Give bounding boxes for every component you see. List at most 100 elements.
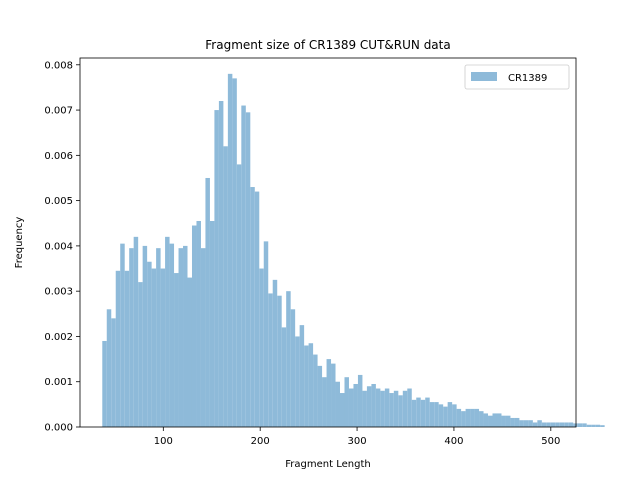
histogram-bar (519, 420, 524, 427)
y-tick-label: 0.001 (44, 377, 73, 388)
histogram-bar (227, 73, 233, 428)
histogram-bar (398, 395, 403, 427)
histogram-bar (461, 411, 466, 427)
histogram-bar (496, 413, 502, 427)
histogram-bar (447, 402, 453, 427)
legend-box (464, 64, 570, 90)
histogram-bar (290, 309, 296, 427)
x-axis-label: Fragment Length (285, 459, 370, 470)
histogram-bar (245, 112, 251, 427)
histogram-bar (375, 388, 381, 427)
histogram-bar (573, 423, 578, 427)
y-axis-ticks: 0.000 0.001 0.002 0.003 0.004 0.005 0.006 0.007… (44, 60, 80, 434)
y-axis-label: Frequency (14, 217, 25, 269)
histogram-bar (191, 225, 197, 427)
histogram-bar (232, 78, 237, 427)
histogram-bar (133, 236, 139, 427)
histogram-bar (568, 422, 574, 427)
histogram-bar (537, 420, 542, 427)
legend: CR1389 (464, 64, 570, 90)
histogram-bar (111, 318, 116, 427)
histogram-bar (102, 340, 107, 427)
histogram-bar (514, 417, 520, 427)
histogram-bar (174, 273, 179, 427)
histogram-bar (259, 268, 264, 427)
y-tick-label: 0.000 (44, 423, 73, 434)
histogram-bar (443, 406, 448, 427)
histogram-bar (362, 390, 367, 427)
histogram-bar (353, 383, 358, 427)
plot-frame (79, 57, 577, 428)
y-tick-label: 0.003 (44, 287, 73, 298)
histogram-bar (124, 270, 130, 427)
histogram-bar (214, 110, 219, 428)
histogram-bar (411, 399, 417, 427)
histogram-bar (559, 422, 565, 427)
histogram-bar (178, 248, 184, 427)
histogram-bar (591, 424, 596, 427)
histogram-bar (272, 279, 278, 427)
histogram-bar (425, 397, 430, 427)
histogram-bar (223, 146, 228, 428)
legend-swatch (471, 72, 497, 81)
histogram-bar (434, 402, 439, 427)
histogram-bar (115, 270, 121, 427)
histogram-bar (106, 309, 112, 427)
histogram-bar (402, 390, 408, 427)
histogram-bar (120, 243, 125, 427)
histogram-bar (407, 388, 412, 427)
histogram-bar (129, 248, 134, 427)
histogram-bar (550, 422, 556, 427)
histogram-bar (483, 413, 489, 427)
histogram-bar (147, 261, 152, 427)
y-tick-label: 0.007 (44, 106, 73, 117)
histogram-bar (218, 101, 224, 427)
histogram-bar (528, 420, 533, 427)
histogram-bar (564, 422, 569, 427)
histogram-bar (263, 241, 269, 427)
x-axis-ticks: 100 200 300 400 500 (154, 427, 560, 447)
histogram-bar (340, 393, 345, 427)
histogram-bar (420, 399, 426, 427)
histogram-bar (541, 422, 547, 427)
histogram-bar (200, 248, 206, 427)
y-tick-label: 0.008 (44, 60, 73, 71)
histogram-bar (335, 381, 341, 427)
histogram-bar (492, 413, 497, 427)
histogram-bar (582, 423, 587, 427)
histogram-bar (474, 408, 480, 427)
histogram-bar (209, 220, 215, 427)
histogram-bar (165, 236, 170, 427)
histogram-bar (384, 388, 390, 427)
histogram-bar (479, 411, 484, 427)
histogram-bar (304, 345, 309, 427)
histogram-bar (236, 164, 242, 427)
histogram-bar (254, 191, 260, 427)
histogram-bar (546, 422, 551, 427)
x-tick-label: 400 (444, 436, 463, 447)
y-tick-label: 0.006 (44, 151, 73, 162)
histogram-bar (393, 390, 399, 427)
histogram-bar (465, 408, 471, 427)
histogram-bar (142, 245, 148, 427)
histogram-bar (357, 374, 363, 427)
chart-title: Fragment size of CR1389 CUT&RUN data (205, 38, 450, 52)
histogram-bar (138, 282, 143, 427)
histogram-bar (317, 365, 323, 427)
y-tick-label: 0.002 (44, 332, 73, 343)
histogram-bar (600, 425, 605, 427)
histogram-bar (366, 386, 372, 427)
histogram-bar (295, 336, 300, 427)
x-tick-label: 200 (251, 436, 270, 447)
histogram-bar (488, 415, 493, 427)
histogram-bar (348, 388, 354, 427)
histogram-bar (281, 327, 287, 427)
histogram-bar (299, 325, 305, 427)
histogram-bar (532, 422, 538, 427)
histogram-bars (102, 73, 605, 428)
histogram-bar (510, 417, 515, 427)
histogram-bar (371, 383, 376, 427)
histogram-bar (286, 291, 291, 427)
histogram-bar (313, 354, 318, 427)
